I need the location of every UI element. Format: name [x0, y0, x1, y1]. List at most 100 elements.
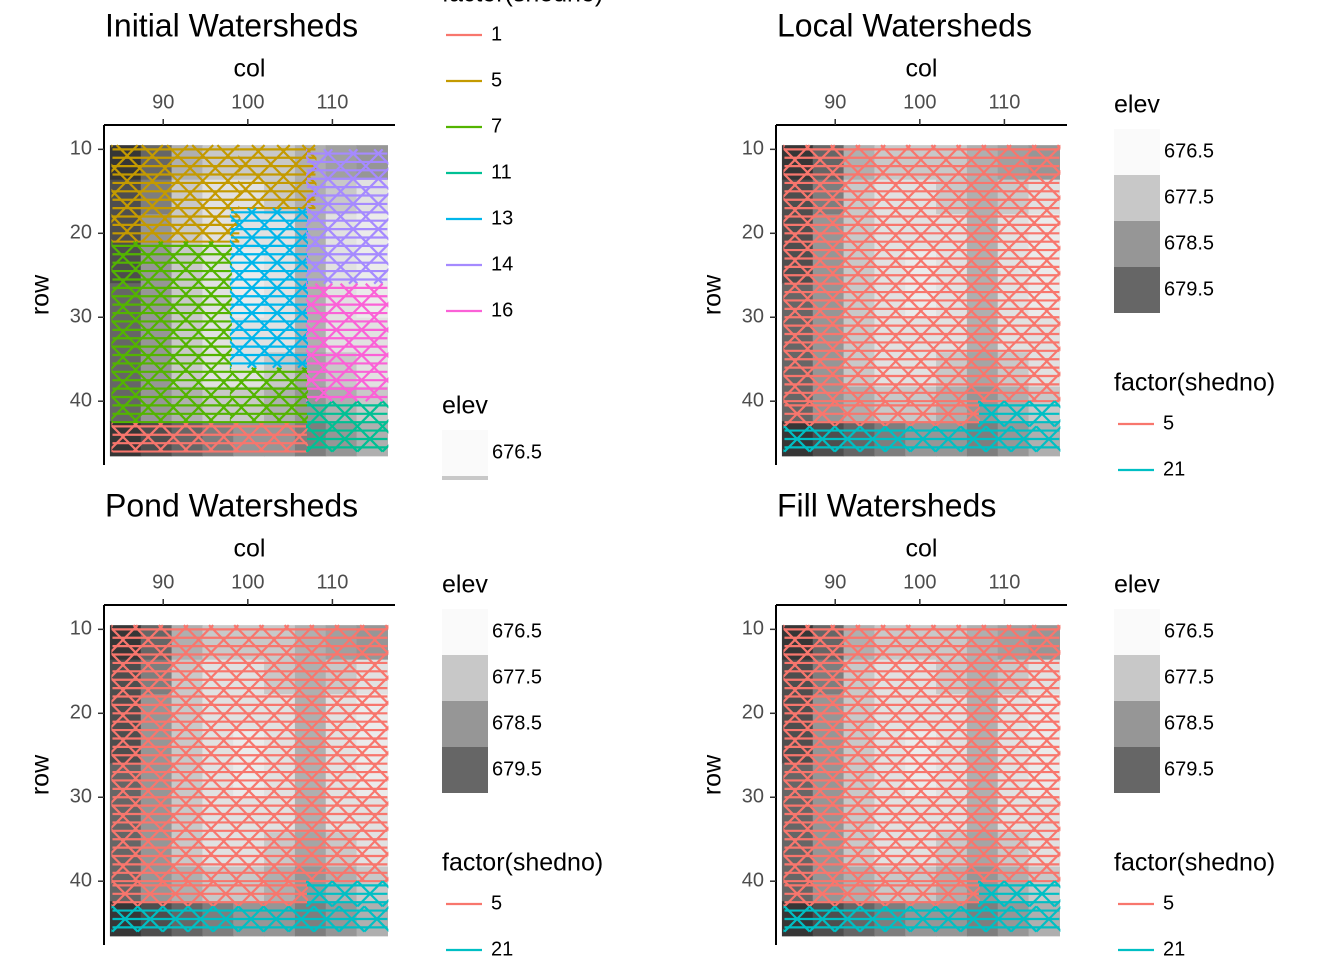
flow-line	[934, 880, 962, 908]
flow-line	[783, 624, 937, 779]
legend-swatch	[442, 476, 488, 480]
flow-lines	[306, 282, 389, 402]
flow-line	[157, 347, 232, 423]
flow-line	[348, 242, 389, 285]
flow-line	[157, 421, 189, 453]
flow-line	[283, 624, 389, 731]
flow-line	[1006, 144, 1061, 201]
panel: 90 100 110 10 20 30 40 Fill Watersheds col row fac…	[699, 487, 1276, 960]
legend-label: 21	[491, 938, 513, 960]
panel: 90 100 110 10 20 30 40 Pond Watersheds col row fac…	[27, 487, 604, 960]
flow-line	[980, 624, 1061, 706]
flow-line	[783, 828, 836, 882]
flow-line	[909, 425, 937, 453]
flow-line	[111, 344, 189, 423]
flow-lines	[306, 148, 389, 285]
flow-line	[783, 624, 912, 754]
flow-line	[855, 195, 1061, 402]
flow-line	[237, 880, 265, 908]
elev-cell	[997, 797, 1030, 833]
flow-line	[111, 239, 114, 243]
flow-line	[136, 905, 164, 933]
flow-line	[1031, 144, 1061, 175]
elev-cell	[812, 659, 845, 695]
flow-line	[884, 425, 912, 453]
flow-line	[238, 144, 291, 199]
flow-line	[233, 725, 389, 882]
flow-line	[111, 144, 139, 173]
legend-title: elev	[1114, 571, 1160, 599]
flow-line	[930, 270, 1061, 402]
elev-cell	[997, 179, 1030, 215]
flow-line	[783, 144, 861, 224]
flow-lines	[783, 144, 1061, 403]
flow-line	[162, 880, 189, 908]
flow-line	[348, 148, 389, 191]
panel: 90 100 110 10 20 30 40 Local Watersheds col row fa…	[699, 7, 1276, 480]
y-tick-label: 30	[742, 306, 764, 328]
flow-line	[306, 301, 389, 387]
y-axis-title: row	[27, 754, 55, 795]
flow-line	[783, 144, 836, 199]
flow-line	[237, 905, 265, 933]
flow-line	[229, 207, 283, 262]
flow-line	[804, 624, 1061, 882]
flow-line	[229, 314, 283, 369]
legend-label: 7	[491, 115, 502, 137]
flow-line	[381, 400, 389, 409]
flow-lines	[111, 624, 389, 883]
chart-title: Initial Watersheds	[105, 7, 358, 43]
flow-line	[306, 192, 389, 278]
elev-cell	[233, 352, 265, 388]
flow-line	[880, 700, 1061, 882]
y-tick-label: 10	[742, 618, 764, 640]
flow-line	[783, 803, 861, 882]
flow-lines	[306, 400, 389, 453]
legend-label: 678.5	[492, 533, 542, 555]
flow-line	[287, 885, 309, 908]
flow-line	[783, 624, 811, 653]
y-tick-label: 20	[70, 702, 92, 724]
elev-cell	[936, 797, 968, 833]
elev-cell	[140, 659, 173, 695]
legend-label: 5	[491, 69, 502, 91]
flow-line	[323, 148, 389, 216]
flow-line	[208, 700, 389, 882]
flow-line	[783, 929, 786, 933]
flow-line	[229, 230, 309, 312]
flow-line	[251, 366, 308, 423]
flow-line	[262, 880, 290, 908]
legend-label: 11	[491, 161, 512, 183]
y-tick-label: 10	[70, 618, 92, 640]
flow-line	[365, 282, 389, 308]
flow-line	[136, 880, 164, 908]
flow-line	[808, 905, 836, 933]
flow-line	[783, 144, 912, 274]
flow-line	[314, 326, 389, 402]
flow-line	[111, 144, 189, 224]
x-axis-title: col	[234, 535, 266, 563]
flow-line	[783, 878, 786, 882]
legend-title: factor(shedno)	[442, 0, 603, 8]
flow-line	[804, 144, 1061, 402]
legend-label: 13	[491, 207, 513, 229]
flow-line	[306, 167, 389, 253]
flow-line	[187, 905, 214, 933]
elev-cell	[325, 659, 358, 695]
legend-swatch	[1114, 747, 1160, 793]
flow-line	[859, 425, 886, 453]
flow-line	[111, 624, 265, 779]
flow-line	[783, 425, 786, 429]
flow-line	[783, 624, 987, 830]
flow-line	[978, 880, 1005, 908]
elev-cell	[233, 694, 265, 730]
legend-label: 14	[491, 253, 513, 275]
legend-label: 676.5	[1164, 620, 1214, 642]
flow-line	[183, 240, 232, 292]
flow-lines	[229, 366, 309, 424]
flow-line	[884, 905, 912, 933]
flow-line	[1031, 851, 1061, 882]
legend-label: 677.5	[1164, 186, 1214, 208]
flow-line	[183, 421, 214, 453]
